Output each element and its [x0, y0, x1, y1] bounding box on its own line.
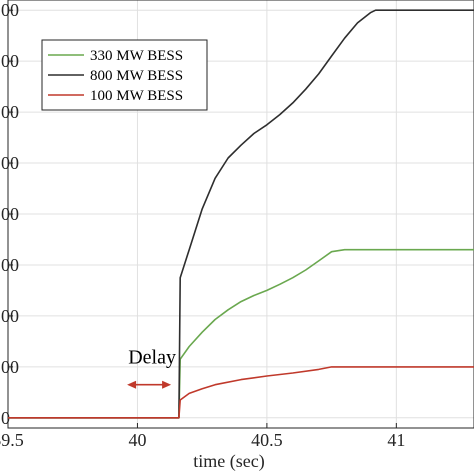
y-tick-label: 00: [1, 102, 19, 122]
legend-label: 100 MW BESS: [90, 88, 183, 104]
legend-label: 800 MW BESS: [90, 68, 183, 84]
delay-arrow-head-left: [127, 380, 137, 389]
series-line: [8, 366, 474, 419]
series-lines: [8, 9, 474, 419]
x-tick-label: 40.5: [251, 430, 283, 450]
x-tick-label: 39.5: [0, 430, 24, 450]
y-tick-label: 00: [1, 357, 19, 377]
legend-label: 330 MW BESS: [90, 48, 183, 64]
tick-marks: [7, 9, 397, 428]
y-tick-label: 00: [1, 0, 19, 20]
legend: 330 MW BESS 800 MW BESS 100 MW BESS: [41, 39, 208, 111]
y-tick-label: 00: [1, 204, 19, 224]
y-tick-label: 00: [1, 306, 19, 326]
annotations: Delay: [127, 347, 176, 389]
legend-item: 800 MW BESS: [48, 68, 183, 84]
x-tick-label: 40: [128, 430, 146, 450]
x-tick-labels: 39.5 40 40.5 41: [0, 430, 405, 450]
x-axis-label: time (sec): [193, 451, 264, 472]
legend-item: 100 MW BESS: [48, 88, 183, 104]
y-tick-label: 00: [1, 51, 19, 71]
grid: [7, 0, 474, 428]
delay-annotation: Delay: [127, 347, 176, 389]
y-tick-label: 00: [1, 255, 19, 275]
delay-arrow-head-right: [162, 380, 172, 389]
series-line: [8, 9, 474, 419]
legend-item: 330 MW BESS: [48, 48, 183, 64]
x-tick-label: 41: [387, 430, 405, 450]
delay-label: Delay: [128, 347, 176, 369]
y-tick-label: 00: [1, 153, 19, 173]
y-tick-label: 0: [1, 408, 10, 428]
series-line: [8, 248, 474, 419]
